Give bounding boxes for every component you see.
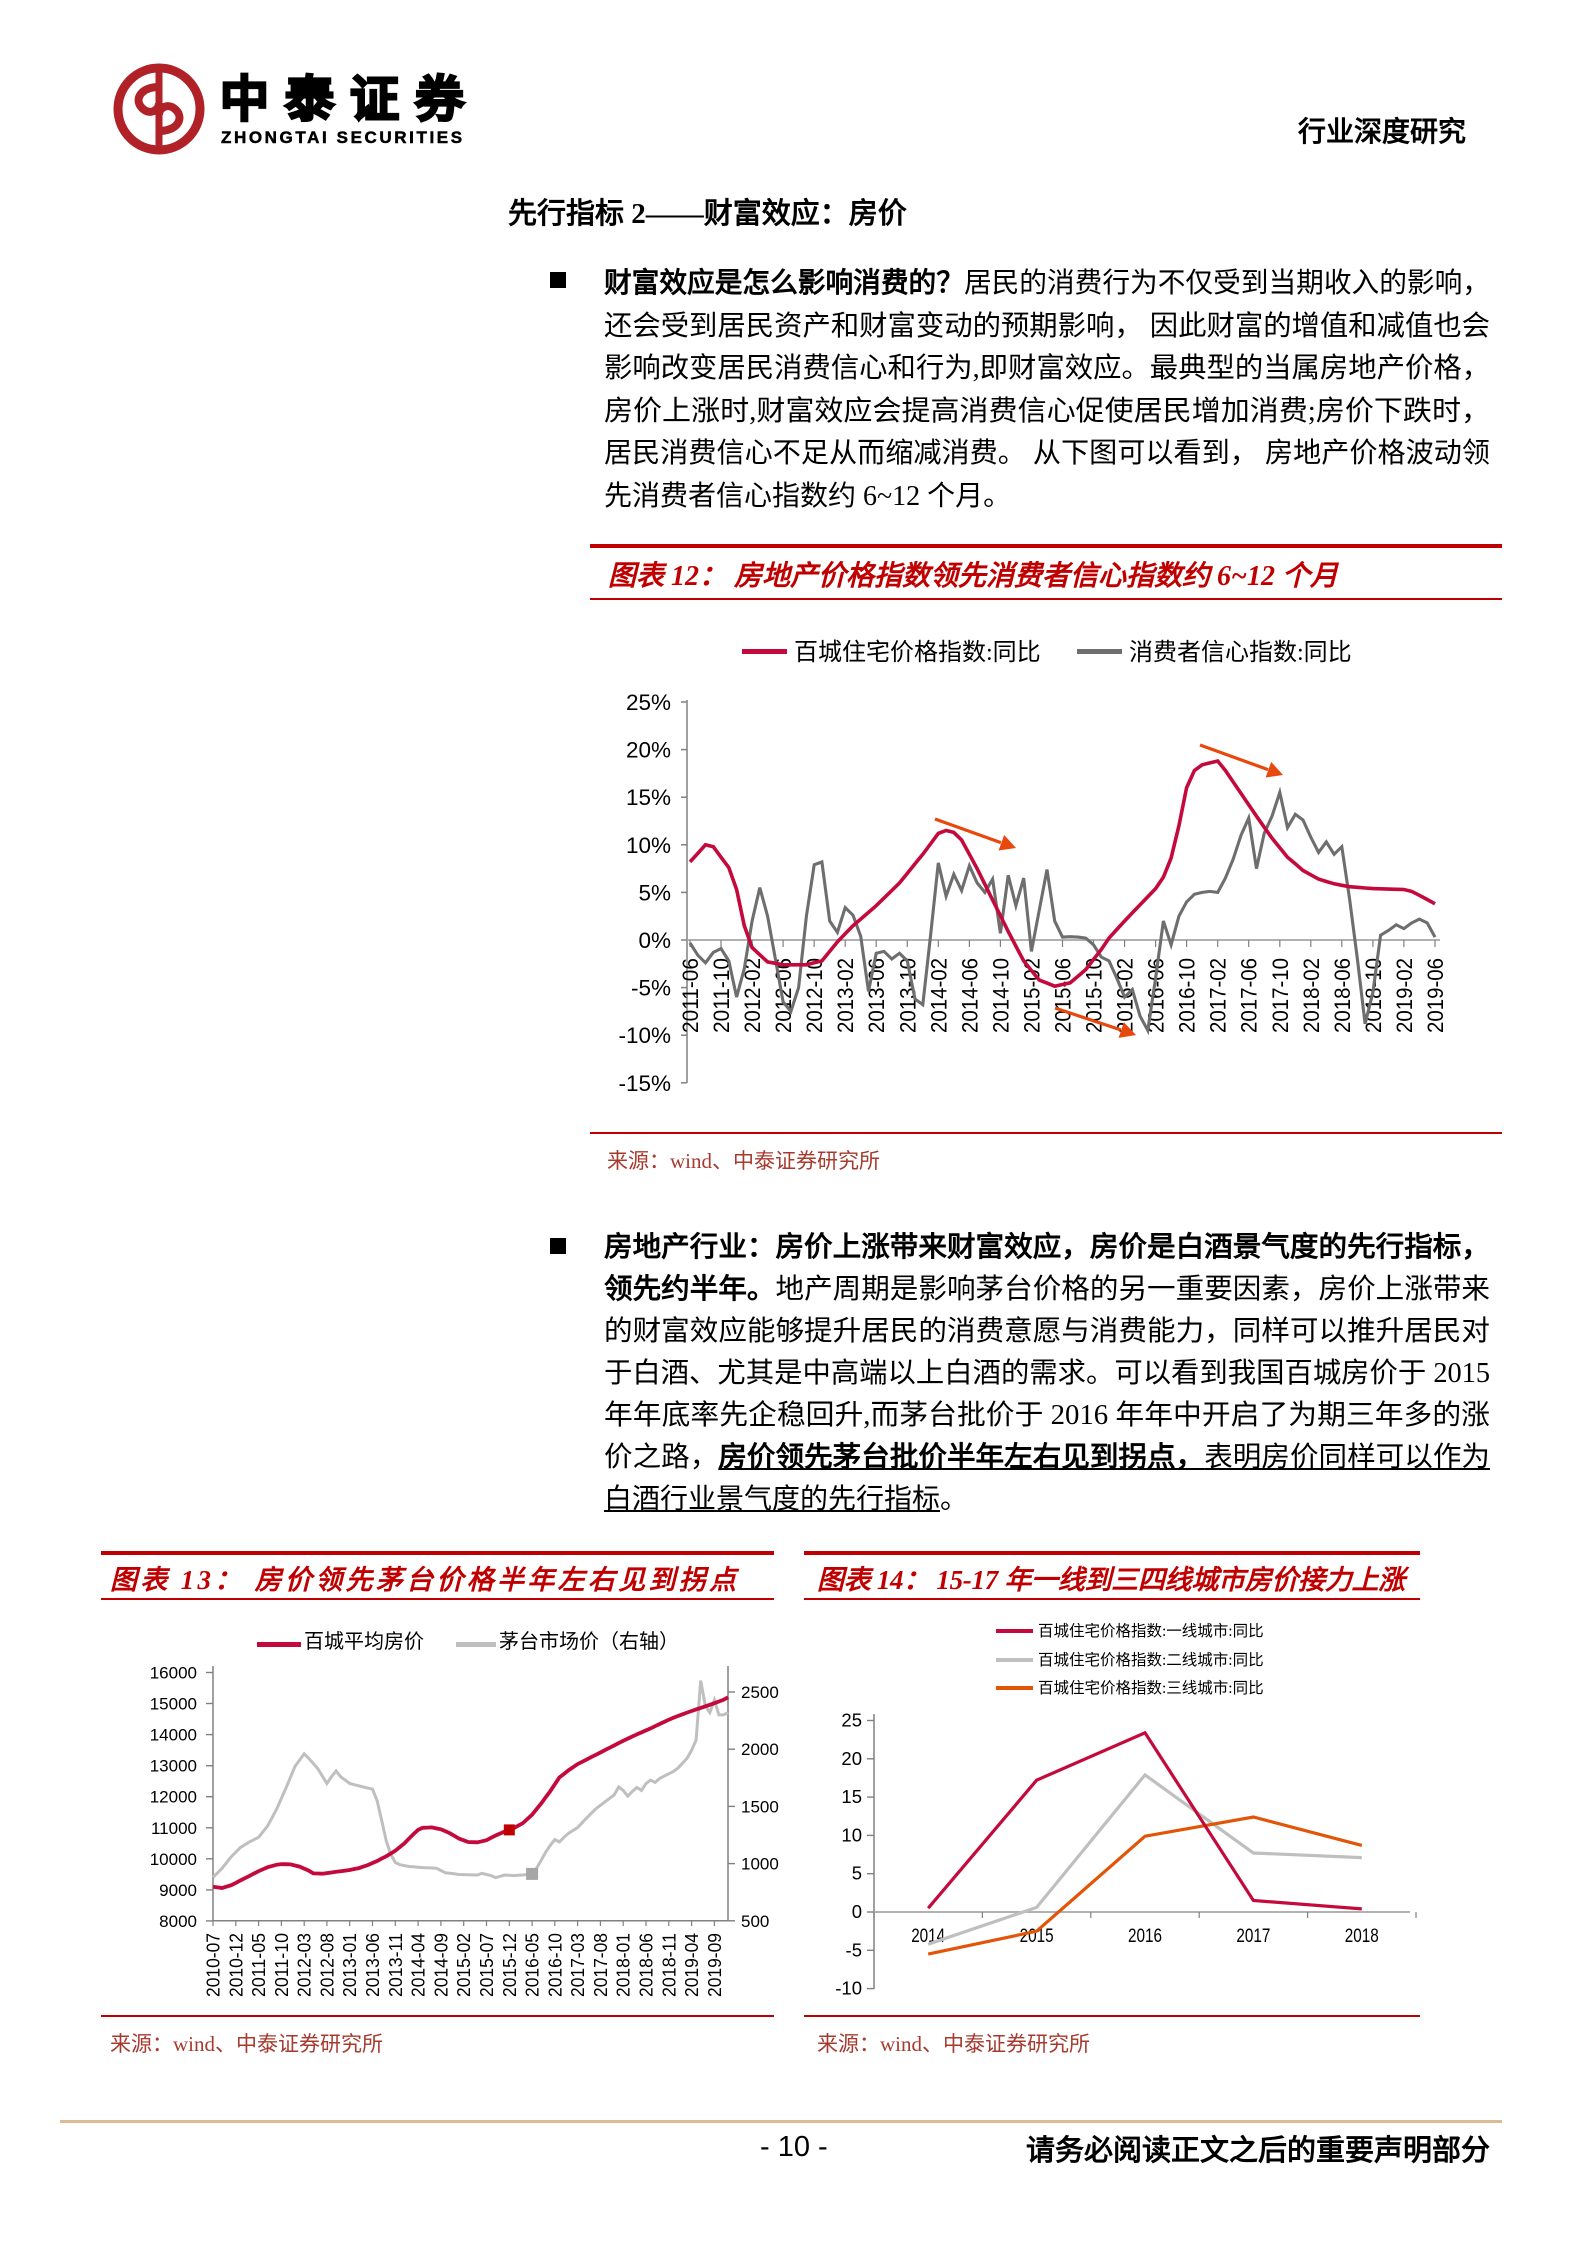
svg-text:500: 500 [741,1912,769,1931]
svg-text:15%: 15% [626,785,671,810]
svg-text:2019-09: 2019-09 [705,1933,725,1997]
svg-text:2018-11: 2018-11 [659,1933,679,1997]
svg-text:2015-02: 2015-02 [454,1933,474,1997]
svg-text:2012-03: 2012-03 [295,1933,315,1997]
svg-text:20: 20 [841,1748,862,1769]
svg-text:8000: 8000 [159,1912,197,1931]
svg-text:-15%: -15% [618,1071,671,1096]
svg-text:2016-10: 2016-10 [1175,958,1200,1033]
svg-text:2500: 2500 [741,1683,779,1702]
svg-text:-5%: -5% [631,976,671,1001]
svg-text:5: 5 [852,1863,862,1884]
svg-text:2015: 2015 [1020,1926,1054,1947]
svg-text:2018: 2018 [1345,1926,1379,1947]
svg-text:2017-08: 2017-08 [591,1933,611,1997]
svg-text:-5: -5 [846,1939,862,1960]
svg-text:2013-06: 2013-06 [864,958,889,1033]
svg-text:2019-02: 2019-02 [1392,958,1417,1033]
svg-text:5%: 5% [638,880,671,905]
svg-text:2015-07: 2015-07 [477,1933,497,1997]
svg-text:2018-06: 2018-06 [637,1933,657,1997]
svg-text:2017-10: 2017-10 [1268,958,1293,1033]
svg-text:2017-02: 2017-02 [1206,958,1231,1033]
svg-text:12000: 12000 [150,1788,197,1807]
svg-text:0%: 0% [638,928,671,953]
svg-text:2014-09: 2014-09 [431,1933,451,1997]
svg-text:2013-06: 2013-06 [363,1933,383,1997]
svg-text:2015-06: 2015-06 [1051,958,1076,1033]
svg-text:2010-07: 2010-07 [204,1933,224,1997]
svg-text:2012-06: 2012-06 [771,958,796,1033]
svg-text:2018-01: 2018-01 [614,1933,634,1997]
svg-text:2012-08: 2012-08 [317,1933,337,1997]
svg-text:2011-10: 2011-10 [272,1933,292,1997]
svg-text:2011-05: 2011-05 [249,1933,269,1997]
svg-text:14000: 14000 [150,1726,197,1745]
svg-text:20%: 20% [626,738,671,763]
svg-text:10: 10 [841,1824,862,1845]
svg-text:2014-04: 2014-04 [409,1933,429,1997]
svg-text:2019-04: 2019-04 [682,1933,702,1997]
svg-text:25%: 25% [626,690,671,715]
svg-text:10000: 10000 [150,1850,197,1869]
svg-text:25: 25 [841,1710,862,1731]
svg-text:15000: 15000 [150,1695,197,1714]
svg-text:2014-06: 2014-06 [957,958,982,1033]
svg-text:11000: 11000 [151,1819,197,1838]
svg-text:1000: 1000 [741,1855,779,1874]
svg-text:2011-06: 2011-06 [678,958,703,1033]
svg-text:2013-02: 2013-02 [833,958,858,1033]
svg-text:2017-06: 2017-06 [1237,958,1262,1033]
svg-text:0: 0 [852,1901,862,1922]
svg-text:2017: 2017 [1236,1926,1270,1947]
svg-text:2013-01: 2013-01 [340,1933,360,1997]
svg-text:10%: 10% [626,833,671,858]
svg-text:2014-02: 2014-02 [926,958,951,1033]
svg-text:-10%: -10% [618,1023,671,1048]
svg-text:2010-12: 2010-12 [226,1933,246,1997]
svg-text:2018-06: 2018-06 [1330,958,1355,1033]
svg-text:9000: 9000 [159,1881,197,1900]
svg-text:16000: 16000 [150,1664,197,1683]
svg-text:2018-02: 2018-02 [1299,958,1324,1033]
svg-text:2016-05: 2016-05 [523,1933,543,1997]
svg-text:-10: -10 [835,1978,862,1999]
svg-text:2017-03: 2017-03 [568,1933,588,1997]
svg-text:2019-06: 2019-06 [1423,958,1448,1033]
svg-text:1500: 1500 [741,1797,779,1816]
svg-text:2000: 2000 [741,1740,779,1759]
svg-text:15: 15 [841,1786,862,1807]
svg-text:13000: 13000 [150,1757,197,1776]
svg-text:2012-10: 2012-10 [802,958,827,1033]
svg-text:2016-10: 2016-10 [545,1933,565,1997]
svg-text:2016: 2016 [1128,1926,1162,1947]
svg-text:2015-12: 2015-12 [500,1933,520,1997]
svg-text:2014-10: 2014-10 [988,958,1013,1033]
svg-text:2013-11: 2013-11 [386,1933,406,1997]
